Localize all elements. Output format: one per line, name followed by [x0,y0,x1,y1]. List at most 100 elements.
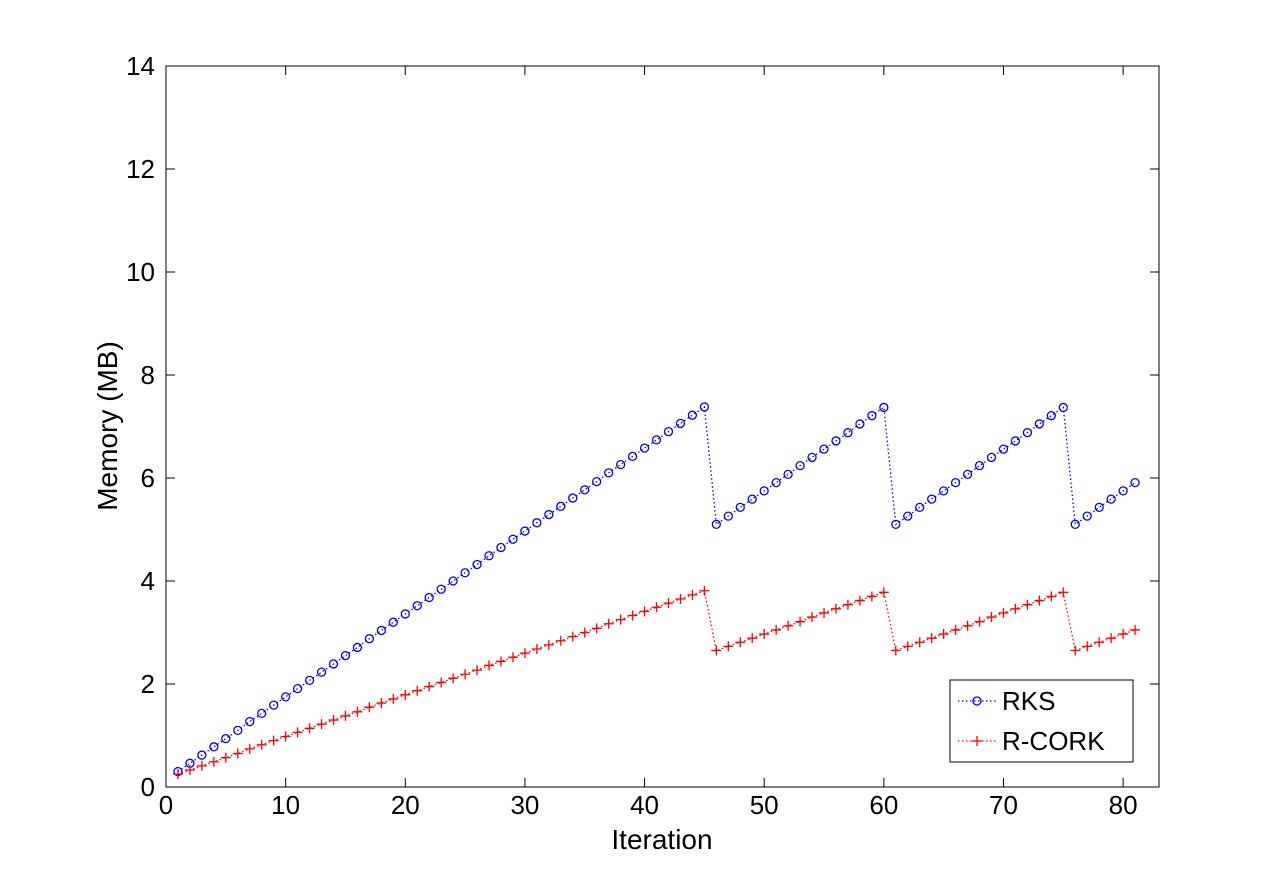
data-point-rks [280,692,291,702]
data-point-r-cork [962,620,973,631]
data-point-rks [998,444,1009,454]
series-r-cork [172,585,1141,780]
data-point-rks [807,452,817,463]
data-point-rks [771,477,781,488]
data-point-rks [580,485,590,495]
data-point-r-cork [830,603,841,614]
data-point-r-cork [974,616,985,627]
data-point-r-cork [328,715,339,726]
data-point-r-cork [914,637,925,648]
data-point-rks [627,451,638,462]
data-point-rks [735,502,745,513]
data-point-r-cork [771,624,782,635]
data-point-rks [592,476,602,487]
data-point-r-cork [472,665,483,676]
data-point-r-cork [1058,587,1069,598]
data-point-r-cork [1034,595,1045,606]
y-tick-label: 6 [141,463,155,493]
data-point-rks [388,617,398,627]
data-point-rks [939,486,949,496]
data-point-r-cork [663,598,674,609]
data-point-rks [1070,519,1080,529]
data-point-r-cork [759,629,770,640]
y-tick-label: 12 [126,154,155,184]
data-point-r-cork [579,627,590,638]
data-point-rks [1130,477,1140,488]
data-point-r-cork [675,594,686,605]
data-point-rks [269,700,279,710]
data-point-r-cork [448,673,459,684]
data-point-rks [819,444,829,454]
y-tick-label: 10 [126,257,155,287]
data-point-rks [1022,428,1033,438]
data-point-r-cork [388,693,399,704]
data-point-r-cork [699,585,710,596]
data-point-rks [316,667,327,677]
y-tick-label: 4 [141,566,155,596]
data-point-rks [568,493,578,503]
x-tick-label: 10 [271,790,300,820]
data-point-rks [340,651,351,661]
data-point-rks [711,519,721,529]
data-point-r-cork [531,643,542,654]
data-point-rks [233,725,243,735]
data-point-rks [843,428,853,438]
data-point-rks [675,418,686,429]
legend-label-r-cork: R-CORK [1002,726,1105,756]
data-point-r-cork [866,591,877,602]
data-point-rks [412,601,422,611]
data-point-r-cork [890,645,901,656]
data-point-r-cork [184,765,195,776]
data-point-r-cork [1070,645,1081,656]
data-point-rks [903,511,913,521]
data-point-r-cork [603,618,614,629]
data-point-rks [663,426,674,437]
data-point-rks [556,501,566,511]
data-point-r-cork [1130,624,1141,635]
legend-marker-rks [972,696,982,706]
data-point-rks [759,486,769,496]
data-point-r-cork [1118,629,1129,640]
legend-label-rks: RKS [1002,686,1055,716]
data-point-rks [1046,411,1056,421]
legend-marker-r-cork [972,736,982,746]
data-point-rks [1082,511,1092,521]
data-point-rks [699,402,710,412]
x-tick-label: 70 [989,790,1018,820]
data-point-rks [376,625,386,636]
x-tick-label: 80 [1109,790,1138,820]
data-point-rks [364,634,375,644]
data-point-r-cork [244,743,255,754]
data-point-rks [532,518,542,528]
axes-box [165,65,1160,788]
y-tick-label: 2 [141,669,155,699]
data-point-r-cork [208,756,219,767]
data-point-r-cork [627,610,638,621]
data-point-rks [651,435,662,445]
data-point-rks [879,402,889,413]
data-point-rks [209,742,219,752]
data-point-rks [747,494,757,504]
data-point-rks [1010,436,1021,446]
y-axis-title: Memory (MB) [92,341,123,511]
data-point-r-cork [651,602,662,613]
data-point-rks [197,750,207,760]
data-point-r-cork [842,599,853,610]
data-point-rks [292,683,303,694]
data-point-r-cork [352,706,363,717]
x-tick-label: 60 [869,790,898,820]
data-point-r-cork [1010,603,1021,614]
data-point-r-cork [615,614,626,625]
data-point-rks [687,410,698,420]
data-point-r-cork [735,637,746,648]
data-point-rks [986,452,997,463]
data-point-r-cork [400,689,411,700]
data-point-rks [974,460,985,471]
x-tick-label: 0 [159,790,173,820]
data-point-rks [496,542,506,553]
legend: RKS R-CORK [949,679,1134,763]
data-point-r-cork [268,735,279,746]
axes-layer: 0 10 20 30 40 50 60 70 80 0 2 4 6 8 10 12 14 [126,51,1160,820]
data-point-r-cork [723,641,734,652]
